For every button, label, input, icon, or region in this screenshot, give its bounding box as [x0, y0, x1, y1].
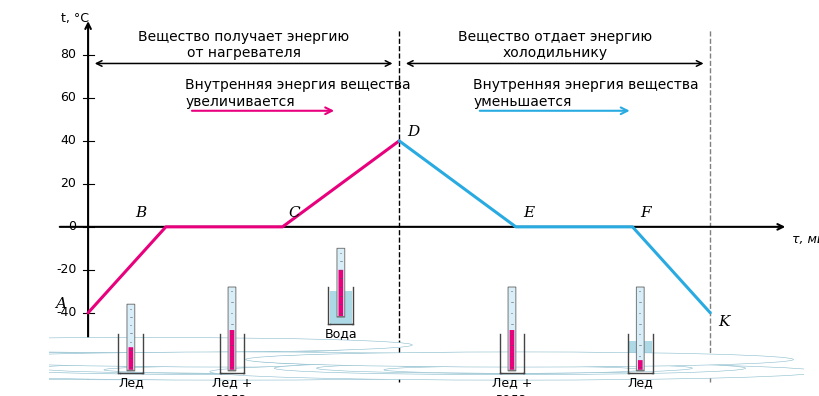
Circle shape — [37, 363, 412, 373]
FancyBboxPatch shape — [127, 304, 134, 371]
Circle shape — [0, 362, 288, 370]
Circle shape — [385, 361, 636, 368]
Text: Лед +
вода: Лед + вода — [211, 376, 252, 396]
Circle shape — [210, 363, 819, 380]
FancyBboxPatch shape — [508, 287, 515, 371]
Text: -60: -60 — [56, 349, 76, 362]
Text: 20: 20 — [61, 177, 76, 190]
FancyBboxPatch shape — [636, 287, 644, 371]
Text: Внутренняя энергия вещества
увеличивается: Внутренняя энергия вещества увеличиваетс… — [185, 78, 410, 109]
Text: Внутренняя энергия вещества
уменьшается: Внутренняя энергия вещества уменьшается — [473, 78, 698, 109]
Text: 80: 80 — [61, 48, 76, 61]
Circle shape — [250, 352, 767, 367]
Circle shape — [0, 358, 342, 369]
Circle shape — [85, 365, 389, 373]
Circle shape — [0, 363, 439, 380]
FancyBboxPatch shape — [220, 356, 243, 373]
Text: Лед +
вода: Лед + вода — [491, 376, 532, 396]
Circle shape — [0, 352, 513, 367]
Circle shape — [2, 364, 261, 371]
Circle shape — [0, 359, 311, 369]
FancyBboxPatch shape — [628, 341, 651, 373]
Text: Вода: Вода — [324, 327, 357, 340]
Circle shape — [0, 354, 456, 367]
Circle shape — [365, 365, 668, 373]
Text: 0: 0 — [68, 220, 76, 233]
FancyBboxPatch shape — [637, 360, 642, 370]
Circle shape — [0, 364, 278, 372]
Text: Лед: Лед — [118, 376, 143, 389]
FancyBboxPatch shape — [228, 287, 236, 371]
Circle shape — [383, 366, 642, 373]
Circle shape — [0, 337, 412, 352]
Text: -20: -20 — [56, 263, 76, 276]
Circle shape — [0, 357, 364, 370]
Circle shape — [104, 366, 362, 373]
Text: -40: -40 — [56, 307, 76, 319]
Circle shape — [0, 352, 487, 367]
Circle shape — [0, 362, 465, 375]
Text: 40: 40 — [61, 134, 76, 147]
Text: D: D — [406, 125, 419, 139]
Text: 60: 60 — [61, 91, 76, 105]
Circle shape — [7, 362, 443, 374]
Circle shape — [5, 352, 256, 359]
FancyBboxPatch shape — [229, 330, 234, 370]
Text: C: C — [288, 206, 300, 221]
Text: Вещество отдает энергию
холодильнику: Вещество отдает энергию холодильнику — [457, 30, 651, 60]
Text: K: K — [717, 315, 729, 329]
Text: F: F — [640, 206, 650, 221]
Text: τ, мин: τ, мин — [791, 233, 819, 246]
FancyBboxPatch shape — [338, 270, 343, 316]
FancyBboxPatch shape — [500, 356, 523, 373]
Circle shape — [355, 358, 665, 366]
Text: A: A — [55, 297, 66, 311]
Circle shape — [246, 352, 793, 367]
FancyBboxPatch shape — [509, 330, 514, 370]
FancyBboxPatch shape — [337, 248, 344, 317]
Circle shape — [316, 363, 691, 373]
Text: B: B — [135, 206, 147, 221]
Circle shape — [75, 358, 386, 366]
Circle shape — [86, 366, 379, 374]
FancyBboxPatch shape — [329, 291, 351, 324]
Text: E: E — [523, 206, 534, 221]
Text: Вещество получает энергию
от нагревателя: Вещество получает энергию от нагревателя — [138, 30, 349, 60]
Text: t, °C: t, °C — [61, 12, 88, 25]
Circle shape — [274, 362, 744, 375]
Circle shape — [0, 346, 284, 354]
FancyBboxPatch shape — [120, 341, 142, 373]
Circle shape — [0, 338, 387, 352]
FancyBboxPatch shape — [129, 347, 133, 370]
Text: Лед: Лед — [627, 376, 653, 389]
Circle shape — [0, 341, 355, 354]
Circle shape — [286, 362, 723, 374]
Circle shape — [269, 354, 735, 367]
Circle shape — [0, 363, 540, 380]
Circle shape — [365, 366, 659, 374]
Circle shape — [106, 361, 357, 368]
